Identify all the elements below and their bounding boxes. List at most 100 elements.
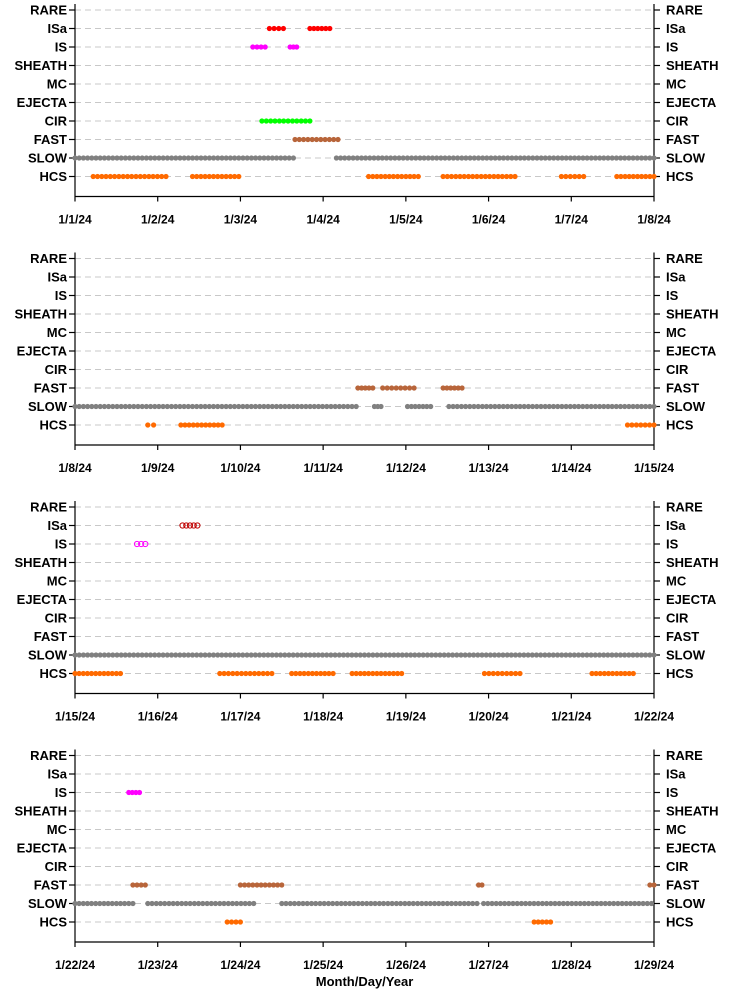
data-point-hcs — [630, 173, 636, 180]
data-point-slow — [269, 155, 275, 161]
x-tick-label: 1/22/24 — [634, 710, 674, 724]
data-point-slow — [475, 403, 481, 410]
data-point-slow — [634, 652, 640, 658]
data-point-slow — [416, 652, 422, 658]
data-point-slow — [236, 155, 242, 161]
data-point-slow — [446, 403, 452, 410]
data-point-slow — [179, 900, 185, 907]
data-point-hcs — [237, 919, 243, 925]
data-point-slow — [517, 403, 523, 410]
y-category-label-left: SHEATH — [15, 58, 67, 73]
data-point-slow — [269, 403, 275, 410]
data-point-slow — [290, 155, 296, 161]
data-point-slow — [518, 900, 525, 907]
data-point-hcs — [117, 670, 124, 677]
data-point-slow — [496, 403, 502, 410]
data-point-hcs — [233, 919, 239, 925]
data-point-slow — [338, 155, 344, 161]
data-point-slow — [225, 900, 231, 907]
data-point-slow — [581, 900, 588, 907]
data-point-slow — [149, 900, 155, 907]
data-point-slow — [333, 155, 339, 161]
data-point-slow — [453, 900, 459, 907]
x-tick-label: 1/6/24 — [472, 213, 506, 227]
data-point-hcs — [107, 173, 113, 180]
data-point-hcs — [330, 670, 336, 677]
y-category-label-right: SHEATH — [666, 307, 718, 322]
data-point-hcs — [495, 173, 501, 180]
y-category-label-right: SLOW — [666, 648, 706, 663]
data-point-slow — [601, 652, 607, 658]
y-category-label-right: FAST — [666, 132, 699, 147]
data-point-slow — [114, 155, 120, 161]
data-point-slow — [376, 900, 382, 907]
data-point-slow — [296, 900, 302, 907]
data-point-slow — [454, 403, 460, 410]
data-point-slow — [538, 652, 544, 658]
data-point-slow — [638, 403, 645, 410]
data-point-slow — [286, 652, 292, 658]
data-point-hcs — [163, 173, 169, 180]
data-point-slow — [571, 652, 577, 658]
data-point-hcs — [504, 173, 510, 180]
data-point-hcs — [186, 422, 192, 428]
data-point-slow — [644, 900, 650, 907]
y-category-label-left: FAST — [34, 629, 67, 644]
data-point-slow — [427, 900, 433, 907]
data-point-slow — [248, 155, 254, 161]
data-point-hcs — [626, 670, 632, 677]
x-tick-label: 1/8/24 — [58, 461, 92, 475]
data-point-slow — [372, 900, 378, 907]
data-point-slow — [571, 403, 578, 410]
data-point-slow — [605, 652, 611, 658]
data-point-slow — [212, 900, 219, 907]
data-point-slow — [160, 403, 166, 410]
data-point-slow — [282, 652, 288, 658]
data-point-hcs — [478, 173, 484, 180]
data-point-slow — [580, 652, 586, 658]
data-point-slow — [392, 155, 398, 161]
data-point-fast — [389, 385, 395, 391]
data-point-cir — [263, 118, 269, 124]
data-point-slow — [630, 403, 636, 410]
y-category-label-right: SHEATH — [666, 804, 718, 819]
data-point-slow — [248, 403, 254, 410]
data-point-hcs — [639, 173, 645, 180]
data-point-hcs — [182, 422, 188, 428]
chart-panel-3: RARE RARE ISa ISa IS IS SHEATH SHEATH MC MC EJECTA… — [15, 500, 719, 724]
data-point-slow — [592, 155, 599, 161]
data-point-slow — [148, 155, 154, 161]
y-category-label-left: MC — [47, 325, 68, 340]
data-point-slow — [640, 900, 646, 907]
data-point-slow — [480, 155, 486, 161]
data-point-isa — [311, 25, 317, 32]
data-point-slow — [283, 900, 289, 907]
data-point-hcs — [313, 670, 320, 677]
data-point-slow — [321, 900, 327, 907]
data-point-hcs — [491, 173, 497, 180]
data-point-slow — [617, 403, 624, 410]
y-category-label-right: RARE — [666, 748, 703, 763]
data-point-slow — [504, 652, 510, 658]
data-point-slow — [651, 403, 657, 410]
data-point-slow — [509, 403, 515, 410]
data-point-hcs — [624, 422, 631, 428]
data-point-slow — [619, 900, 625, 907]
y-category-label-left: HCS — [40, 169, 68, 184]
data-point-slow — [461, 900, 467, 907]
data-point-hcs — [448, 173, 455, 180]
data-point-hcs — [120, 173, 126, 180]
data-point-slow — [240, 155, 246, 161]
data-point-slow — [575, 652, 582, 658]
data-point-hcs — [243, 670, 249, 677]
data-point-slow — [450, 155, 456, 161]
data-point-slow — [605, 155, 611, 161]
data-point-slow — [282, 403, 288, 410]
data-point-slow — [164, 403, 170, 410]
y-category-label-right: EJECTA — [666, 592, 717, 607]
data-point-slow — [546, 403, 552, 410]
data-point-isa — [323, 25, 329, 32]
data-point-slow — [402, 900, 408, 907]
data-point-slow — [398, 900, 404, 907]
data-point-hcs — [225, 670, 231, 677]
